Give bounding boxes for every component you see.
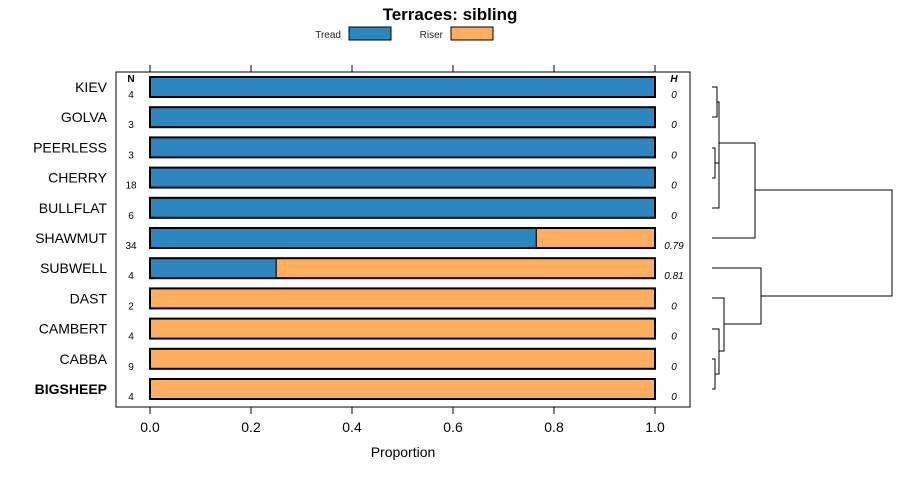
category-label: CABBA [60,351,108,367]
h-value: 0 [671,90,677,101]
bar-segment-tread [149,197,656,219]
bar-segment-riser [535,227,656,249]
row-shawmut: SHAWMUT 34 0.79 [35,227,684,252]
n-header: N [127,74,134,85]
bar-segment-tread [149,76,656,98]
dendrogram-branch [712,86,718,118]
x-tick-label: 1.0 [645,419,665,435]
category-label: BIGSHEEP [35,381,107,397]
dendrogram-branch [712,358,716,390]
dendrogram-branch [712,267,762,325]
bar-segment-riser [149,287,656,309]
bar-segment-tread [149,136,656,158]
category-label: SHAWMUT [35,230,107,246]
row-bigsheep: BIGSHEEP 4 0 [35,378,677,403]
n-value: 9 [128,362,134,373]
chart-title: Terraces: sibling [383,5,518,24]
plot-frame [115,71,691,408]
row-subwell: SUBWELL 4 0.81 [40,257,684,282]
x-tick-label: 0.6 [443,419,463,435]
h-header: H [670,74,678,85]
h-value: 0 [671,362,677,373]
bar-outline [149,227,656,249]
n-value: 34 [125,241,137,252]
legend-swatch-tread [348,26,392,41]
legend: Tread Riser [315,26,494,41]
n-value: 4 [128,332,134,343]
h-value: 0 [671,150,677,161]
x-tick-label: 0.4 [342,419,362,435]
category-label: BULLFLAT [39,200,108,216]
x-tick-label: 0.0 [140,419,160,435]
bar-outline [149,196,656,219]
category-label: SUBWELL [40,260,107,276]
n-value: 4 [128,90,134,101]
legend-swatch-riser [450,26,494,41]
row-cherry: CHERRY 18 0 [48,166,677,192]
h-value: 0 [671,211,677,222]
bar-outline [149,136,656,159]
dendrogram-branch [712,163,720,209]
h-value: 0.81 [664,271,683,282]
n-value: 3 [128,150,134,161]
bar-outline [149,76,656,98]
top-axis [149,65,656,72]
n-value: 6 [128,211,134,222]
dendrogram-branch [712,297,725,352]
x-tick-label: 0.2 [241,419,261,435]
x-axis-title: Proportion [371,444,436,460]
n-value: 18 [125,181,137,192]
n-value: 2 [128,301,134,312]
category-label: PEERLESS [33,139,107,155]
bottom-axis: 0.0 0.2 0.4 0.6 0.8 1.0 [140,407,665,435]
row-dast: DAST 2 0 [70,287,677,312]
bar-segment-riser [149,318,656,340]
dendrogram-branch [755,189,893,297]
n-value: 4 [128,271,134,282]
h-value: 0.79 [664,241,684,252]
row-cabba: CABBA 9 0 [60,347,677,373]
legend-label-riser: Riser [420,30,444,41]
bar-outline [149,317,656,340]
bar-segment-tread [149,167,656,189]
bar-segment-tread [149,257,277,279]
category-label: CHERRY [48,170,108,186]
n-value: 4 [128,392,134,403]
dendrogram-branch [712,142,756,239]
category-label: DAST [70,290,108,306]
bar-outline [149,378,656,400]
bar-outline [149,287,656,310]
dendrogram-branch [712,147,716,179]
bar-segment-riser [149,348,656,370]
dendrogram-branch [715,101,720,164]
dendrogram [712,86,893,390]
bar-segment-tread [149,227,537,249]
h-value: 0 [671,392,677,403]
h-value: 0 [671,301,677,312]
category-label: GOLVA [61,109,108,125]
h-value: 0 [671,332,677,343]
row-golva: GOLVA 3 0 [61,106,677,131]
category-label: KIEV [75,79,108,95]
x-tick-label: 0.8 [544,419,564,435]
row-cambert: CAMBERT 4 0 [39,317,677,343]
bar-outline [149,166,656,189]
legend-label-tread: Tread [315,30,341,41]
bar-segment-riser [149,378,656,400]
category-label: CAMBERT [39,321,108,337]
h-value: 0 [671,120,677,131]
bar-segment-riser [275,257,656,279]
row-peerless: PEERLESS 3 0 [33,136,677,161]
h-value: 0 [671,181,677,192]
bar-outline [149,347,656,370]
n-value: 3 [128,120,134,131]
bar-segment-tread [149,106,656,128]
bar-outline [149,257,656,280]
bar-outline [149,106,656,129]
row-bullflat: BULLFLAT 6 0 [39,196,677,222]
row-kiev: KIEV 4 0 [75,76,677,101]
